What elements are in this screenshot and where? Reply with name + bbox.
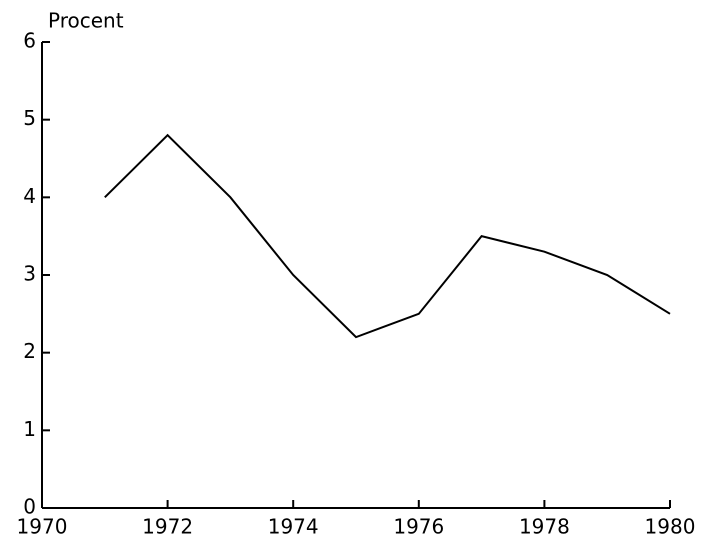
x-tick-label: 1980 [645, 515, 696, 539]
y-tick-label: 4 [23, 184, 36, 208]
y-tick-label: 5 [23, 106, 36, 130]
y-tick-label: 6 [23, 29, 36, 53]
y-tick-label: 1 [23, 417, 36, 441]
x-tick-label: 1974 [268, 515, 319, 539]
y-tick-label: 2 [23, 339, 36, 363]
x-tick-label: 1976 [393, 515, 444, 539]
y-tick-label: 3 [23, 262, 36, 286]
y-axis-label: Procent [48, 9, 124, 33]
x-tick-label: 1978 [519, 515, 570, 539]
line [104, 133, 671, 339]
y-tick-label: 0 [23, 495, 36, 519]
x-tick-label: 1972 [142, 515, 193, 539]
x-tick-label: 1970 [17, 515, 68, 539]
